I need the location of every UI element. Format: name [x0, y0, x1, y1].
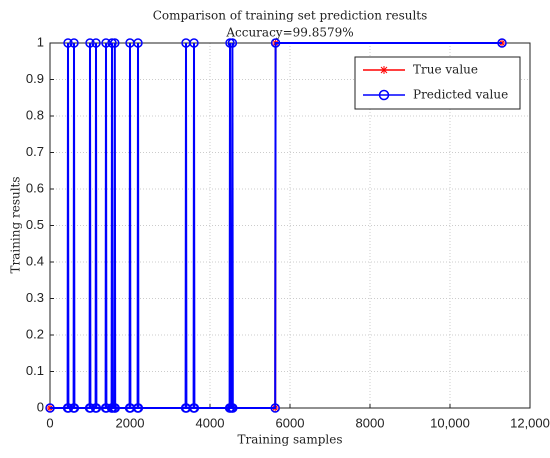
y-tick-label: 0.5	[26, 217, 44, 232]
y-tick-label: 0.4	[26, 253, 44, 268]
marker-circle	[110, 403, 120, 413]
marker-circle	[45, 403, 55, 413]
y-tick-label: 1	[37, 34, 44, 49]
y-tick-label: 0.6	[26, 180, 44, 195]
y-tick-label: 0	[37, 399, 44, 414]
y-tick-label: 0.9	[26, 71, 44, 86]
marker-circle	[228, 403, 238, 413]
x-tick-label: 0	[46, 415, 53, 430]
y-axis-label: Training results	[9, 176, 23, 273]
marker-circle	[189, 38, 199, 48]
legend-marker	[378, 89, 390, 101]
x-tick-label: 4000	[196, 415, 225, 430]
marker-circle	[69, 38, 79, 48]
marker-circle	[270, 403, 280, 413]
x-tick-label: 10,000	[430, 415, 470, 430]
y-tick-label: 0.3	[26, 290, 44, 305]
marker-circle	[85, 403, 96, 413]
marker-circle	[91, 403, 102, 413]
marker-circle	[107, 38, 117, 48]
x-tick-label: 8000	[356, 415, 385, 430]
marker-circle	[85, 38, 95, 48]
chart-subtitle: Accuracy=99.8579%	[225, 26, 353, 40]
x-tick-label: 12,000	[510, 415, 550, 430]
marker-circle	[133, 38, 143, 48]
legend-box	[354, 56, 521, 110]
marker-circle	[227, 38, 238, 48]
y-tick-label: 0.1	[26, 363, 44, 378]
marker-circle	[69, 403, 80, 413]
x-tick-label: 2000	[116, 415, 145, 430]
marker-circle	[101, 38, 111, 48]
y-tick-label: 0.8	[26, 107, 44, 122]
legend-label: Predicted value	[413, 88, 508, 102]
marker-circle	[63, 38, 73, 48]
legend-label: True value	[413, 63, 478, 77]
x-tick-label: 6000	[276, 415, 305, 430]
marker-circle	[497, 38, 507, 48]
marker-circle	[110, 38, 120, 48]
y-tick-label: 0.2	[26, 326, 44, 341]
marker-circle	[270, 38, 281, 48]
y-tick-label: 0.7	[26, 144, 44, 159]
marker-circle	[133, 403, 144, 413]
marker-circle	[63, 403, 74, 413]
x-axis-label: Training samples	[238, 433, 343, 447]
marker-circle	[189, 403, 200, 413]
marker-circle	[91, 38, 101, 48]
series	[45, 38, 507, 413]
marker-star	[380, 66, 388, 74]
chart-title: Comparison of training set prediction re…	[153, 9, 428, 23]
